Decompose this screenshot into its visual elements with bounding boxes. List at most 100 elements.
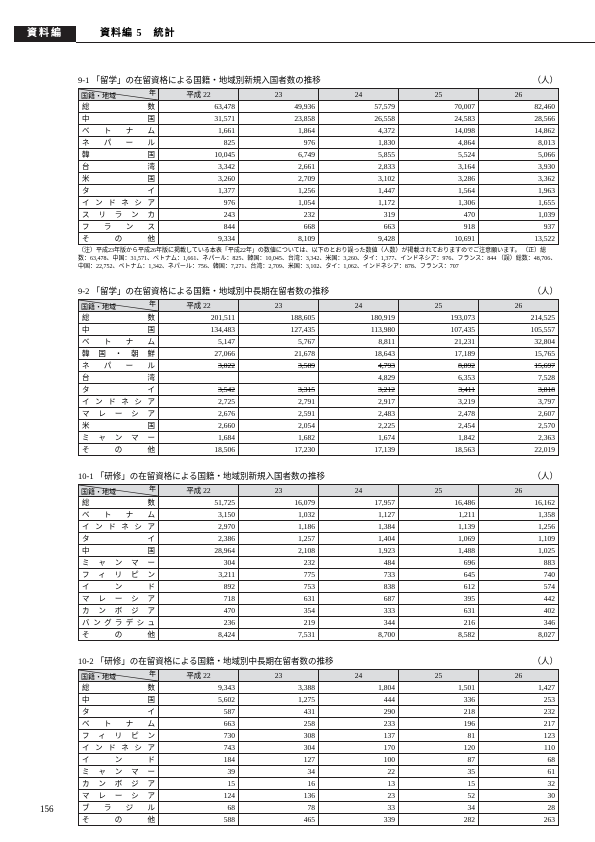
cell-value: 16 — [239, 778, 319, 790]
cell-value: 1,069 — [399, 533, 479, 545]
cell-value: 753 — [239, 581, 319, 593]
cell-value: 3,362 — [479, 173, 559, 185]
cell-value: 3,797 — [479, 396, 559, 408]
cell-value: 1,655 — [479, 197, 559, 209]
cell-value: 1,842 — [399, 432, 479, 444]
cell-value: 2,709 — [239, 173, 319, 185]
row-label: バングラデシュ — [79, 617, 159, 629]
data-table: 年国籍・地域平成 2223242526総 数9,3433,3881,8041,5… — [78, 669, 559, 826]
year-header: 平成 22 — [159, 89, 239, 101]
cell-value: 775 — [239, 569, 319, 581]
cell-value: 2,454 — [399, 420, 479, 432]
cell-value: 15,697 — [479, 360, 559, 372]
unit-label: （人） — [532, 285, 558, 297]
cell-value: 346 — [479, 617, 559, 629]
cell-value: 1,256 — [239, 185, 319, 197]
cell-value: 15,765 — [479, 348, 559, 360]
row-label: 米 国 — [79, 420, 159, 432]
cell-value: 3,212 — [319, 384, 399, 396]
cell-value: 2,591 — [239, 408, 319, 420]
cell-value: 232 — [239, 209, 319, 221]
cell-value: 1,306 — [399, 197, 479, 209]
row-label: フランス — [79, 221, 159, 233]
row-label: その他 — [79, 814, 159, 826]
cell-value: 8,013 — [479, 137, 559, 149]
cell-value: 2,363 — [479, 432, 559, 444]
cell-value: 718 — [159, 593, 239, 605]
row-label: その他 — [79, 629, 159, 641]
cell-value: 243 — [159, 209, 239, 221]
cell-value: 1,923 — [319, 545, 399, 557]
row-label: タ イ — [79, 185, 159, 197]
cell-value: 8,700 — [319, 629, 399, 641]
cell-value: 17,957 — [319, 497, 399, 509]
cell-value: 1,501 — [399, 682, 479, 694]
cell-value: 1,377 — [159, 185, 239, 197]
section-title: 9-2 「留学」の在留資格による国籍・地域別中長期在留者数の推移（人） — [78, 285, 558, 297]
cell-value: 4,829 — [319, 372, 399, 384]
cell-value: 465 — [239, 814, 319, 826]
cell-value: 1,054 — [239, 197, 319, 209]
row-label: 総 数 — [79, 101, 159, 113]
cell-value: 339 — [319, 814, 399, 826]
cell-value: 3,260 — [159, 173, 239, 185]
cell-value: 127 — [239, 754, 319, 766]
row-label: ベトナム — [79, 336, 159, 348]
cell-value: 2,225 — [319, 420, 399, 432]
year-header: 平成 22 — [159, 485, 239, 497]
cell-value: 236 — [159, 617, 239, 629]
cell-value: 663 — [319, 221, 399, 233]
cell-value: 3,102 — [319, 173, 399, 185]
cell-value: 124 — [159, 790, 239, 802]
cell-value: 52 — [399, 790, 479, 802]
row-label: インドネシア — [79, 521, 159, 533]
year-header: 平成 22 — [159, 670, 239, 682]
cell-value: 402 — [479, 605, 559, 617]
cell-value: 81 — [399, 730, 479, 742]
header-tab: 資料編 — [14, 26, 76, 42]
row-label: ネパール — [79, 360, 159, 372]
cell-value: 395 — [399, 593, 479, 605]
cell-value: 233 — [319, 718, 399, 730]
footnote: （注）平成23年版から平成26年版に掲載している本表「平成22年」の数値について… — [78, 247, 558, 271]
cell-value: 13,522 — [479, 233, 559, 245]
cell-value: 2,917 — [319, 396, 399, 408]
data-table: 年国籍・地域平成 2223242526総 数63,47849,93657,579… — [78, 88, 559, 245]
cell-value: 3,542 — [159, 384, 239, 396]
row-label: ベトナム — [79, 509, 159, 521]
cell-value: 3,286 — [399, 173, 479, 185]
cell-value: 3,411 — [399, 384, 479, 396]
cell-value: 8,582 — [399, 629, 479, 641]
cell-value: 344 — [319, 617, 399, 629]
cell-value: 10,045 — [159, 149, 239, 161]
cell-value: 2,386 — [159, 533, 239, 545]
row-label: マレーシア — [79, 408, 159, 420]
cell-value: 587 — [159, 706, 239, 718]
cell-value: 5,767 — [239, 336, 319, 348]
year-header: 23 — [239, 89, 319, 101]
cell-value: 631 — [239, 593, 319, 605]
cell-value: 15 — [159, 778, 239, 790]
cell-value: 32 — [479, 778, 559, 790]
cell-value: 3,315 — [239, 384, 319, 396]
cell-value: 1,186 — [239, 521, 319, 533]
cell-value: 8,892 — [399, 360, 479, 372]
row-label: フィリピン — [79, 569, 159, 581]
cell-value: 3,342 — [159, 161, 239, 173]
cell-value: 2,570 — [479, 420, 559, 432]
cell-value: 23,858 — [239, 113, 319, 125]
cell-value: 17,189 — [399, 348, 479, 360]
cell-value: 1,684 — [159, 432, 239, 444]
year-header: 25 — [399, 485, 479, 497]
cell-value: 304 — [239, 742, 319, 754]
cell-value: 892 — [159, 581, 239, 593]
cell-value: 87 — [399, 754, 479, 766]
cell-value: 14,862 — [479, 125, 559, 137]
cell-value: 39 — [159, 766, 239, 778]
cell-value: 5,602 — [159, 694, 239, 706]
cell-value: 883 — [479, 557, 559, 569]
cell-value: 136 — [239, 790, 319, 802]
cell-value: 1,564 — [399, 185, 479, 197]
cell-value: 263 — [479, 814, 559, 826]
cell-value: 17,230 — [239, 444, 319, 456]
